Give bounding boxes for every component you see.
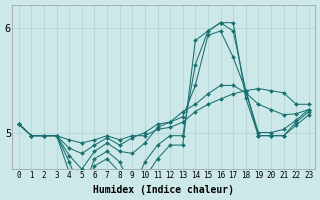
X-axis label: Humidex (Indice chaleur): Humidex (Indice chaleur) [93,185,234,195]
